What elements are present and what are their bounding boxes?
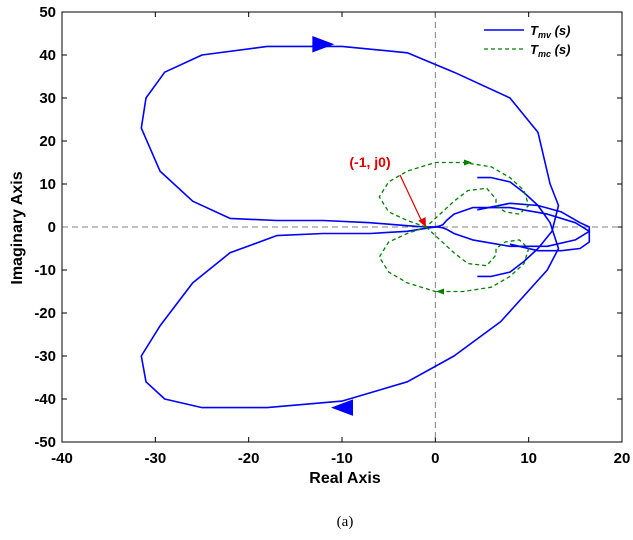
x-tick-label: -20 bbox=[238, 450, 260, 467]
annotation-arrow-line bbox=[399, 174, 424, 225]
y-tick-label: 50 bbox=[39, 4, 56, 21]
x-axis-label: Real Axis bbox=[309, 470, 381, 487]
series-mc-direction-arrow bbox=[436, 288, 444, 295]
series-mc-branch-1 bbox=[378, 161, 530, 228]
x-tick-label: 20 bbox=[614, 450, 631, 467]
plot-frame bbox=[61, 11, 623, 443]
series-mv-branch-2 bbox=[140, 45, 591, 278]
x-tick-label: -30 bbox=[144, 450, 166, 467]
annotation-arrow-head bbox=[418, 217, 426, 227]
y-tick-label: -20 bbox=[34, 305, 56, 322]
series-mv-direction-arrow bbox=[331, 399, 353, 416]
y-tick-label: 20 bbox=[39, 133, 56, 150]
y-tick-label: -50 bbox=[34, 434, 56, 451]
annotation-text: (-1, j0) bbox=[349, 154, 390, 170]
y-tick-label: -10 bbox=[34, 262, 56, 279]
direction-arrows bbox=[312, 36, 472, 416]
legend: Tmv (s) Tmc (s) bbox=[484, 23, 570, 59]
tick-layer: -40 -30 -20 -10 0 10 20-50-40-30-20-1001020304… bbox=[34, 4, 630, 467]
y-tick-label: 0 bbox=[48, 219, 56, 236]
x-tick-label: 0 bbox=[431, 450, 439, 467]
x-tick-label: -40 bbox=[51, 450, 73, 467]
y-axis-label: Imaginary Axis bbox=[9, 171, 26, 284]
series-layer bbox=[140, 45, 591, 409]
y-tick-label: 30 bbox=[39, 90, 56, 107]
x-tick-label: -10 bbox=[331, 450, 353, 467]
annotation: (-1, j0) bbox=[349, 154, 426, 227]
series-mc-branch-2 bbox=[378, 226, 530, 293]
y-tick-label: 40 bbox=[39, 47, 56, 64]
series-mc-direction-arrow bbox=[464, 159, 472, 166]
legend-entry-mv: Tmv (s) bbox=[530, 23, 570, 40]
legend-entry-mc: Tmc (s) bbox=[530, 42, 570, 59]
x-tick-label: 10 bbox=[520, 450, 537, 467]
y-tick-label: 10 bbox=[39, 176, 56, 193]
y-tick-label: -40 bbox=[34, 391, 56, 408]
y-tick-label: -30 bbox=[34, 348, 56, 365]
series-mv-branch-1 bbox=[140, 176, 591, 409]
series-mv-direction-arrow bbox=[312, 36, 335, 53]
figure-caption: (a) bbox=[337, 514, 354, 530]
